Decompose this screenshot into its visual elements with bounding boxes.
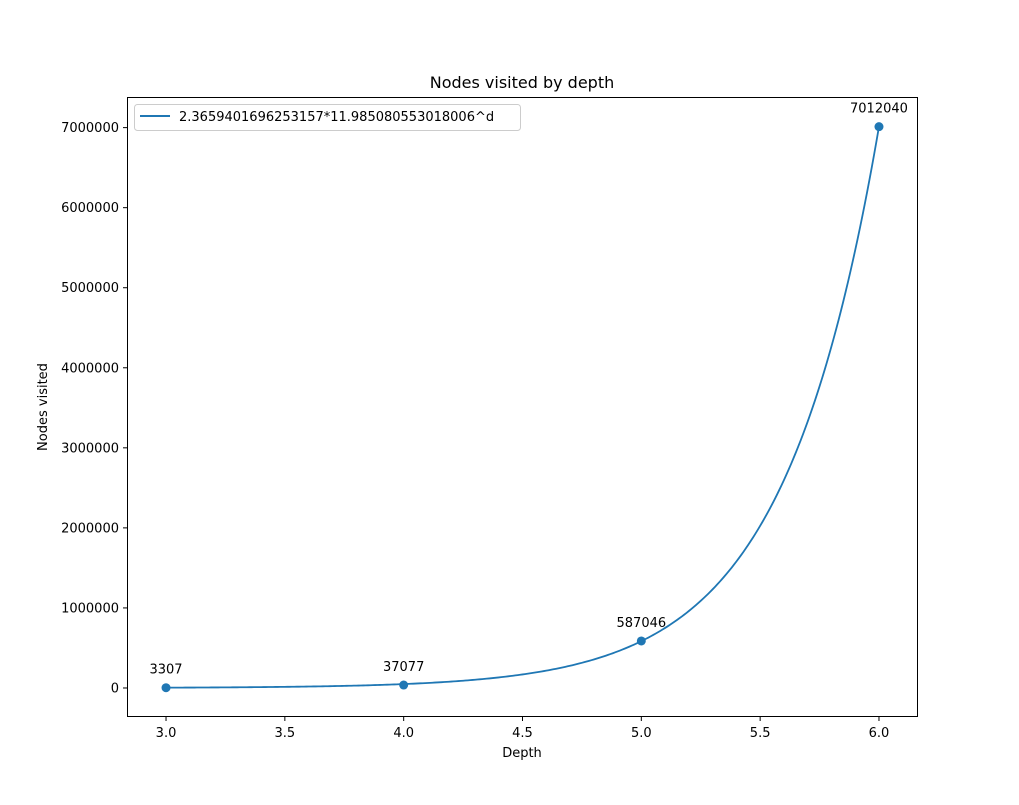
data-point [636, 636, 646, 646]
y-tick-label: 1000000 [61, 601, 119, 616]
x-tick-label: 3.5 [275, 726, 296, 741]
fit-curve-layer [166, 126, 880, 689]
data-point-label: 37077 [383, 660, 424, 675]
data-point [399, 680, 409, 690]
x-tick-label: 5.0 [631, 726, 652, 741]
legend-box [134, 104, 521, 131]
y-tick-label: 5000000 [61, 281, 119, 296]
y-tick-label: 0 [111, 681, 119, 696]
x-tick-label: 5.5 [750, 726, 771, 741]
x-tick-label: 4.0 [393, 726, 414, 741]
point-labels-layer: 3307 37077 587046 7012040 [149, 102, 907, 678]
data-point-label: 7012040 [850, 102, 908, 117]
y-tick-label: 3000000 [61, 441, 119, 456]
y-tick-label: 4000000 [61, 361, 119, 376]
x-tick-label: 3.0 [156, 726, 177, 741]
data-point-label: 3307 [149, 663, 182, 678]
y-tick-label: 2000000 [61, 521, 119, 536]
data-point-label: 587046 [617, 616, 667, 631]
data-points-layer [161, 122, 884, 693]
y-tick-label: 6000000 [61, 201, 119, 216]
y-axis-title: Nodes visited [36, 363, 51, 451]
data-point [161, 683, 171, 693]
x-tick-label: 4.5 [512, 726, 533, 741]
fit-curve-line [166, 126, 880, 689]
legend-label: 2.3659401696253157*11.985080553018006^d [179, 110, 494, 125]
x-axis: 3.0 3.5 4.0 4.5 5.0 5.5 6.0 [156, 716, 890, 741]
chart-title: Nodes visited by depth [430, 73, 615, 92]
x-axis-title: Depth [502, 746, 542, 761]
legend: 2.3659401696253157*11.985080553018006^d [134, 104, 521, 131]
y-tick-label: 7000000 [61, 121, 119, 136]
y-axis: 0 1000000 2000000 3000000 4000000 5000000 6000… [61, 121, 128, 696]
data-point [874, 122, 884, 132]
x-tick-label: 6.0 [869, 726, 890, 741]
